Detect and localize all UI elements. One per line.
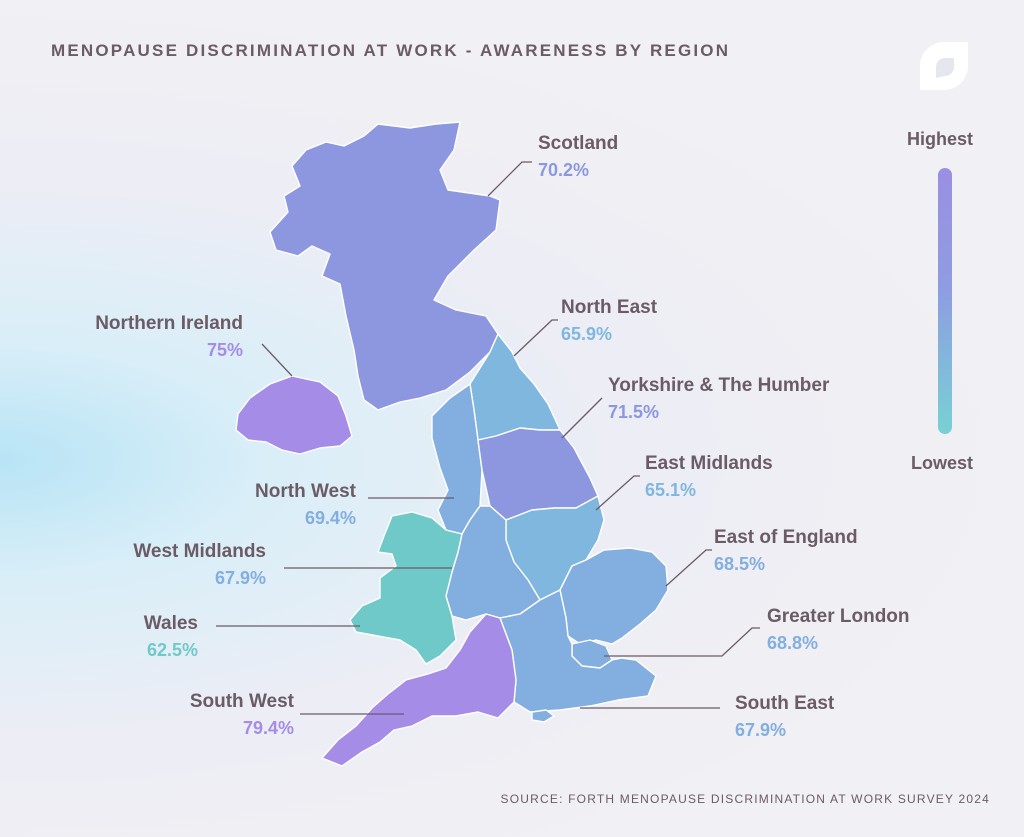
label-northern-ireland: Northern Ireland 75% <box>95 312 243 362</box>
leader-yorkshire <box>561 397 603 439</box>
label-yorkshire: Yorkshire & The Humber 71.5% <box>608 374 829 424</box>
forth-logo-icon <box>920 42 968 90</box>
region-name: East Midlands <box>645 453 773 474</box>
region-value: 65.1% <box>645 480 697 500</box>
region-name: Scotland <box>538 133 619 154</box>
region-name: West Midlands <box>133 541 266 562</box>
legend-gradient-bar <box>938 168 952 434</box>
region-value: 75% <box>206 340 243 360</box>
legend-lowest-label: Lowest <box>911 453 974 473</box>
region-value: 68.5% <box>714 554 766 574</box>
region-name: Greater London <box>767 606 910 627</box>
region-south-west[interactable] <box>321 613 517 767</box>
region-value: 62.5% <box>146 640 198 660</box>
legend-highest-label: Highest <box>907 129 974 149</box>
title-sub: - AWARENESS BY REGION <box>458 41 731 60</box>
label-south-west: South West 79.4% <box>190 690 294 740</box>
region-name: South West <box>189 691 294 712</box>
leader-northern-ireland <box>261 343 293 377</box>
title-main: MENOPAUSE DISCRIMINATION AT WORK <box>51 41 459 60</box>
label-east-of-england: East of England 68.5% <box>714 526 858 576</box>
region-northern-ireland[interactable] <box>235 375 353 455</box>
region-wales[interactable] <box>349 511 463 665</box>
region-name: Northern Ireland <box>95 313 243 334</box>
leader-east-of-england <box>665 549 712 587</box>
leader-north-east <box>513 319 558 357</box>
region-name: South East <box>735 693 835 714</box>
label-scotland: Scotland 70.2% <box>538 132 618 182</box>
label-wales: Wales 62.5% <box>144 612 198 662</box>
region-value: 69.4% <box>304 508 356 528</box>
leader-greater-london <box>604 627 760 657</box>
region-scotland[interactable] <box>269 121 501 411</box>
region-value: 70.2% <box>538 160 590 180</box>
region-name: Yorkshire & The Humber <box>608 375 830 396</box>
region-name: North West <box>255 481 356 502</box>
region-value: 67.9% <box>214 568 266 588</box>
label-north-west: North West 69.4% <box>255 480 356 530</box>
label-south-east: South East 67.9% <box>735 692 834 742</box>
leader-scotland <box>487 161 532 197</box>
region-value: 65.9% <box>561 324 613 344</box>
label-west-midlands: West Midlands 67.9% <box>133 540 266 590</box>
label-greater-london: Greater London 68.8% <box>767 605 910 655</box>
region-name: East of England <box>714 527 858 548</box>
region-name: North East <box>561 297 658 318</box>
region-name: Wales <box>143 613 198 634</box>
region-value: 67.9% <box>735 720 787 740</box>
region-value: 79.4% <box>242 718 294 738</box>
isle-of-wight <box>531 709 555 723</box>
map-title: MENOPAUSE DISCRIMINATION AT WORK - AWARE… <box>51 41 730 61</box>
label-north-east: North East 65.9% <box>561 296 657 346</box>
source-note: SOURCE: FORTH MENOPAUSE DISCRIMINATION A… <box>500 792 990 806</box>
region-value: 71.5% <box>608 402 660 422</box>
label-east-midlands: East Midlands 65.1% <box>645 452 773 502</box>
region-value: 68.8% <box>767 633 819 653</box>
leader-east-midlands <box>595 475 640 511</box>
